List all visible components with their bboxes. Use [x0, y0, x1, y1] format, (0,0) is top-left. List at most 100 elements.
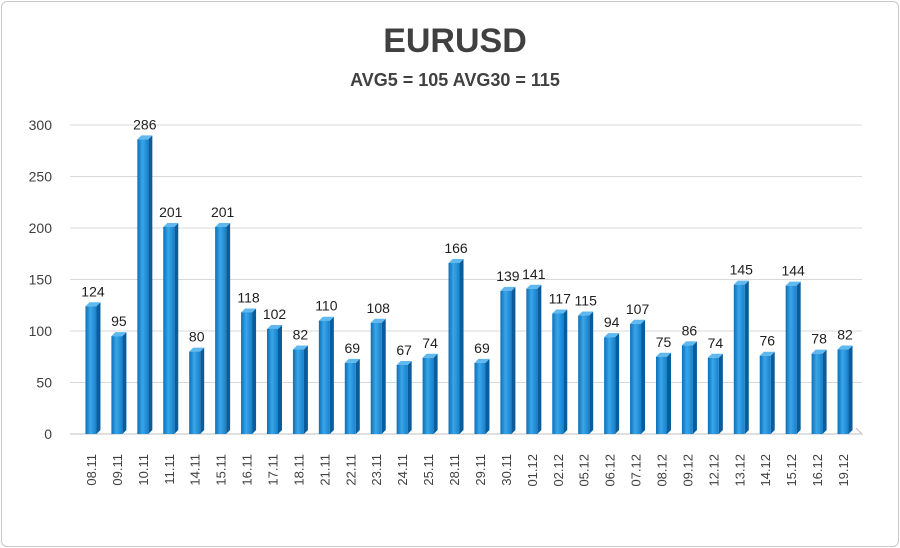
bar-top [733, 280, 749, 285]
bar-top [215, 222, 231, 227]
x-tick-label: 30.11 [499, 454, 514, 486]
chart-title: EURUSD [383, 22, 527, 60]
bar-side [848, 345, 853, 434]
data-label: 80 [189, 329, 205, 345]
data-label: 82 [293, 327, 309, 343]
y-tick-label: 200 [29, 220, 53, 236]
x-tick-label: 25.11 [421, 454, 436, 486]
bar-top [318, 316, 334, 321]
x-tick-label: 09.11 [110, 454, 125, 486]
bar-top [630, 319, 646, 324]
bar-side [563, 309, 568, 434]
bar [733, 284, 745, 434]
bar-top [785, 281, 801, 286]
bar [318, 320, 330, 434]
bar [630, 323, 642, 434]
x-tick-label: 15.11 [214, 454, 229, 486]
data-label: 144 [781, 263, 805, 279]
data-label: 86 [682, 322, 698, 338]
bar [292, 349, 304, 434]
x-tick-label: 06.12 [603, 454, 618, 487]
x-tick-label: 14.11 [188, 454, 203, 486]
bar [474, 362, 486, 434]
x-tick-label: 13.12 [732, 454, 747, 487]
bar-top [811, 349, 827, 354]
bar-side [329, 316, 334, 434]
bar-side [641, 319, 646, 434]
bar [656, 356, 667, 434]
y-tick-label: 0 [44, 426, 52, 442]
data-label: 69 [345, 340, 361, 356]
bar-top [137, 135, 153, 140]
bar [396, 364, 408, 434]
x-tick-label: 08.11 [84, 454, 99, 486]
bar [189, 351, 201, 434]
data-label: 74 [422, 335, 438, 351]
y-tick-label: 250 [29, 169, 53, 185]
bar-side [459, 259, 464, 434]
bar-top [656, 352, 671, 357]
bar [448, 263, 460, 434]
x-tick-label: 08.12 [655, 454, 670, 487]
x-tick-label: 18.11 [291, 454, 306, 486]
data-label: 166 [444, 240, 468, 256]
bar [267, 328, 278, 434]
y-tick-label: 300 [29, 117, 53, 133]
data-label: 78 [811, 331, 827, 347]
bar-top [85, 302, 101, 307]
data-label: 95 [111, 313, 127, 329]
bar [681, 345, 693, 434]
bar-side [692, 341, 697, 434]
bar [604, 337, 616, 434]
bar [785, 285, 797, 434]
y-tick-label: 150 [29, 272, 53, 288]
bar [215, 226, 227, 434]
data-label: 102 [263, 306, 287, 322]
data-label: 201 [211, 204, 235, 220]
bar-top [422, 353, 438, 358]
bar-side [770, 351, 775, 434]
x-tick-label: 19.12 [836, 454, 851, 487]
x-tick-label: 02.12 [551, 454, 566, 487]
x-tick-label: 16.11 [240, 454, 255, 486]
bar [163, 226, 175, 434]
bar-side [355, 358, 360, 434]
data-label: 69 [474, 340, 490, 356]
data-label: 115 [575, 293, 598, 309]
bar [837, 349, 849, 434]
x-tick-label: 11.11 [162, 454, 177, 485]
x-tick-label: 17.11 [266, 454, 281, 486]
bar [526, 288, 538, 434]
data-label: 75 [656, 334, 672, 350]
bar [552, 313, 564, 434]
data-label: 286 [133, 116, 157, 132]
bar-top [578, 311, 594, 316]
x-tick-label: 07.12 [629, 454, 644, 487]
data-label: 107 [626, 301, 650, 317]
bar-side [252, 308, 257, 434]
bar-side [278, 324, 282, 434]
bar-top [526, 284, 542, 289]
x-tick-label: 16.12 [810, 454, 825, 487]
bar-top [396, 360, 412, 365]
y-tick-label: 100 [29, 323, 53, 339]
bar-top [189, 347, 205, 352]
x-tick-label: 29.11 [473, 454, 488, 486]
bar-side [148, 135, 153, 435]
bar-side [822, 349, 827, 434]
bar-top [448, 259, 464, 264]
bar-side [485, 358, 490, 434]
bar-top [267, 324, 282, 329]
bar [111, 336, 123, 434]
bar [370, 322, 382, 434]
x-tick-label: 01.12 [525, 454, 540, 487]
bar [811, 353, 823, 434]
bar [241, 312, 253, 434]
data-label: 74 [708, 335, 724, 351]
data-label: 108 [367, 300, 391, 316]
data-label: 117 [549, 290, 572, 306]
bar-side [122, 332, 127, 434]
bar-top [837, 345, 853, 350]
